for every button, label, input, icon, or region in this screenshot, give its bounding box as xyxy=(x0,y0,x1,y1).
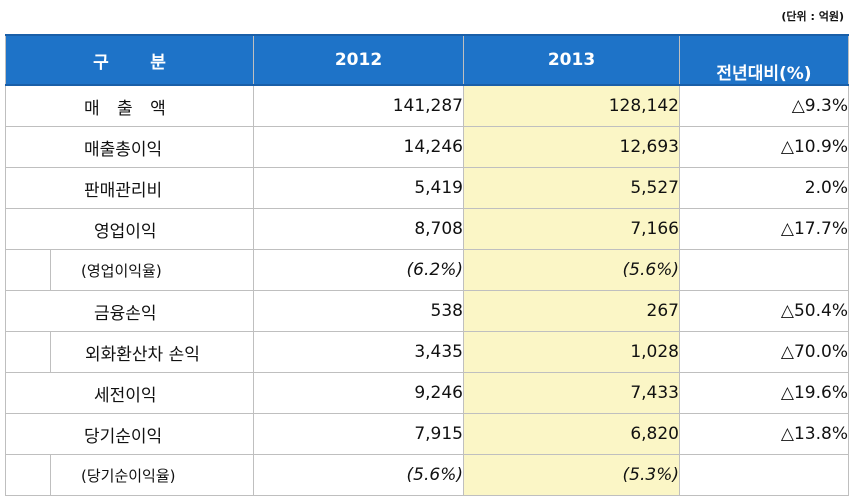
value-2013: 128,142 xyxy=(463,84,680,127)
row-label: 매 출 액 xyxy=(5,84,254,127)
row-label: (영업이익율) xyxy=(50,249,254,291)
value-2012: (6.2%) xyxy=(253,249,464,291)
value-2013: 7,433 xyxy=(463,372,680,414)
table-row: (당기순이익율) (5.6%) (5.3%) xyxy=(5,454,849,496)
row-label: 판매관리비 xyxy=(5,167,254,209)
indent-cell xyxy=(5,454,51,496)
table-row: 영업이익 8,708 7,166 △17.7% xyxy=(5,208,849,250)
value-2012: (5.6%) xyxy=(253,454,464,496)
value-yoy xyxy=(679,454,849,496)
value-yoy: △10.9% xyxy=(679,126,849,168)
table-row: 매출총이익 14,246 12,693 △10.9% xyxy=(5,126,849,168)
value-2012: 5,419 xyxy=(253,167,464,209)
table-row: 당기순이익 7,915 6,820 △13.8% xyxy=(5,413,849,455)
row-label: 외화환산차 손익 xyxy=(50,331,254,373)
row-label: 당기순이익 xyxy=(5,413,254,455)
row-label: (당기순이익율) xyxy=(50,454,254,496)
table-row: 외화환산차 손익 3,435 1,028 △70.0% xyxy=(5,331,849,373)
unit-note: (단위 : 억원) xyxy=(781,10,844,23)
table-row: 판매관리비 5,419 5,527 2.0% xyxy=(5,167,849,209)
table-row: 세전이익 9,246 7,433 △19.6% xyxy=(5,372,849,414)
value-2012: 538 xyxy=(253,290,464,332)
value-yoy: 2.0% xyxy=(679,167,849,209)
value-2012: 7,915 xyxy=(253,413,464,455)
header-2013: 2013 xyxy=(463,34,680,86)
value-yoy: △70.0% xyxy=(679,331,849,373)
table-row: 금융손익 538 267 △50.4% xyxy=(5,290,849,332)
value-yoy: △9.3% xyxy=(679,84,849,127)
row-label: 세전이익 xyxy=(5,372,254,414)
value-2013: (5.3%) xyxy=(463,454,680,496)
value-2013: 6,820 xyxy=(463,413,680,455)
header-yoy: 전년대비(%) xyxy=(679,34,849,86)
value-2013: 1,028 xyxy=(463,331,680,373)
value-2012: 3,435 xyxy=(253,331,464,373)
header-2012: 2012 xyxy=(253,34,464,86)
table-row: 매 출 액 141,287 128,142 △9.3% xyxy=(5,84,849,127)
value-2012: 8,708 xyxy=(253,208,464,250)
value-yoy xyxy=(679,249,849,291)
value-yoy: △13.8% xyxy=(679,413,849,455)
value-2012: 14,246 xyxy=(253,126,464,168)
value-2012: 9,246 xyxy=(253,372,464,414)
value-yoy: △50.4% xyxy=(679,290,849,332)
table-row: (영업이익율) (6.2%) (5.6%) xyxy=(5,249,849,291)
value-yoy: △17.7% xyxy=(679,208,849,250)
indent-cell xyxy=(5,249,51,291)
value-2012: 141,287 xyxy=(253,84,464,127)
header-category: 구 분 xyxy=(5,34,254,86)
indent-cell xyxy=(5,331,51,373)
row-label: 영업이익 xyxy=(5,208,254,250)
value-2013: 5,527 xyxy=(463,167,680,209)
value-yoy: △19.6% xyxy=(679,372,849,414)
value-2013: 267 xyxy=(463,290,680,332)
value-2013: 12,693 xyxy=(463,126,680,168)
table-header-row: 구 분 2012 2013 전년대비(%) xyxy=(5,34,849,86)
value-2013: 7,166 xyxy=(463,208,680,250)
financial-summary-table: 구 분 2012 2013 전년대비(%) 매 출 액 141,287 128,… xyxy=(5,34,849,496)
row-label: 매출총이익 xyxy=(5,126,254,168)
value-2013: (5.6%) xyxy=(463,249,680,291)
row-label: 금융손익 xyxy=(5,290,254,332)
